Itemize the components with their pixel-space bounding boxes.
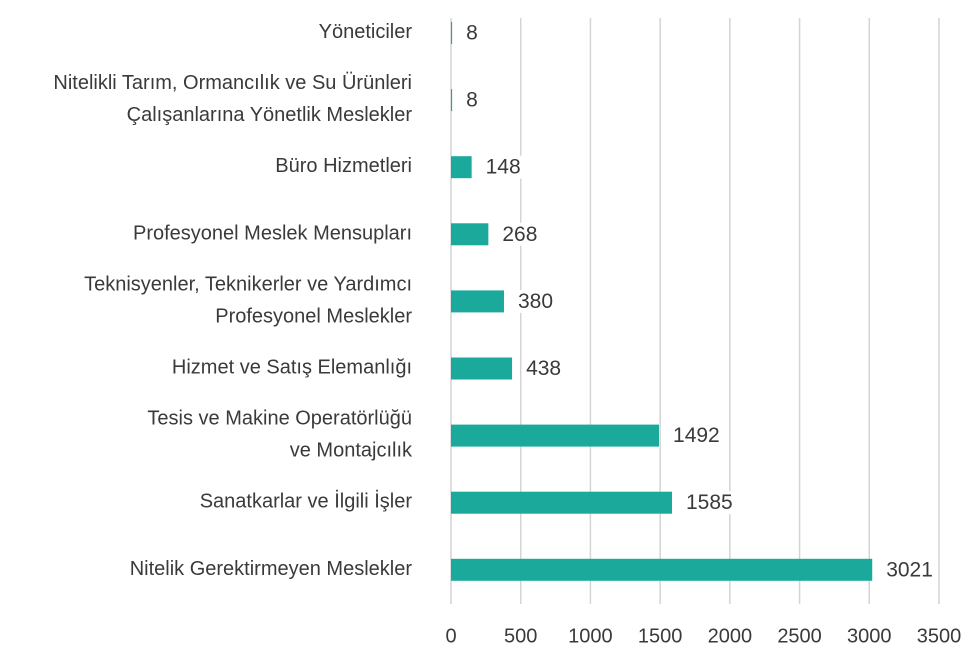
y-tick-label: Büro Hizmetleri bbox=[275, 155, 412, 177]
y-tick-label: Profesyonel Meslek Mensupları bbox=[133, 223, 412, 245]
value-label: 1585 bbox=[686, 491, 733, 514]
y-tick-label: Hizmet ve Satış Elemanlığı bbox=[172, 357, 412, 379]
label-bg bbox=[882, 558, 937, 582]
y-tick-label: Teknisyenler, Teknikerler ve Yardımcı Pro… bbox=[84, 274, 412, 328]
bar bbox=[451, 424, 660, 447]
label-line: Teknisyenler, Teknikerler ve Yardımcı bbox=[84, 274, 412, 296]
bar bbox=[451, 357, 513, 380]
label-line: Profesyonel Meslek Mensupları bbox=[133, 223, 412, 245]
value-label: 148 bbox=[486, 156, 521, 179]
value-label: 268 bbox=[502, 223, 537, 246]
label-bg bbox=[481, 155, 525, 179]
x-tick-label: 2000 bbox=[708, 625, 753, 647]
label-line: ve Montajcılık bbox=[290, 440, 413, 462]
value-label: 438 bbox=[526, 357, 561, 380]
y-tick-label: Yöneticiler bbox=[319, 21, 413, 43]
value-label: 1492 bbox=[673, 424, 720, 447]
label-bg bbox=[462, 21, 482, 45]
bar bbox=[451, 290, 504, 313]
x-tick-label: 3000 bbox=[847, 625, 892, 647]
bar bbox=[451, 223, 489, 246]
x-tick-label: 500 bbox=[504, 625, 537, 647]
label-bg bbox=[513, 289, 558, 313]
label-bg bbox=[462, 88, 482, 112]
bar bbox=[451, 156, 472, 179]
bar bbox=[451, 491, 672, 514]
y-tick-label: Nitelikli Tarım, Ormancılık ve Su Ürünle… bbox=[53, 72, 412, 126]
y-tick-label: Tesis ve Makine Operatörlüğü ve Montajcıl… bbox=[147, 408, 413, 462]
label-line: Sanatkarlar ve İlgili İşler bbox=[200, 490, 413, 513]
label-line: Yöneticiler bbox=[319, 21, 413, 43]
x-tick-label: 1500 bbox=[638, 625, 683, 647]
value-label: 8 bbox=[466, 89, 478, 112]
label-line: Hizmet ve Satış Elemanlığı bbox=[172, 357, 412, 379]
label-line: Profesyonel Meslekler bbox=[215, 306, 412, 328]
bar bbox=[451, 558, 873, 581]
label-bg bbox=[522, 357, 566, 381]
y-tick-label: Nitelik Gerektirmeyen Meslekler bbox=[130, 558, 413, 580]
bar bbox=[451, 89, 453, 112]
x-tick-label: 2500 bbox=[777, 625, 822, 647]
label-line: Nitelikli Tarım, Ormancılık ve Su Ürünle… bbox=[53, 72, 412, 94]
label-bg bbox=[681, 491, 737, 515]
x-tick-label: 0 bbox=[445, 625, 456, 647]
x-tick-label: 3500 bbox=[917, 625, 962, 647]
y-tick-label: Sanatkarlar ve İlgili İşler bbox=[200, 490, 413, 513]
value-label: 380 bbox=[518, 290, 553, 313]
label-bg bbox=[498, 222, 542, 246]
x-tick-label: 1000 bbox=[568, 625, 613, 647]
label-line: Tesis ve Makine Operatörlüğü bbox=[147, 408, 412, 430]
value-label: 3021 bbox=[886, 558, 933, 581]
label-line: Büro Hizmetleri bbox=[275, 155, 412, 177]
bar bbox=[451, 22, 453, 44]
label-bg bbox=[669, 424, 724, 448]
label-line: Nitelik Gerektirmeyen Meslekler bbox=[130, 558, 413, 580]
label-line: Çalışanlarına Yönetlik Meslekler bbox=[127, 104, 413, 126]
value-label: 8 bbox=[466, 22, 478, 45]
